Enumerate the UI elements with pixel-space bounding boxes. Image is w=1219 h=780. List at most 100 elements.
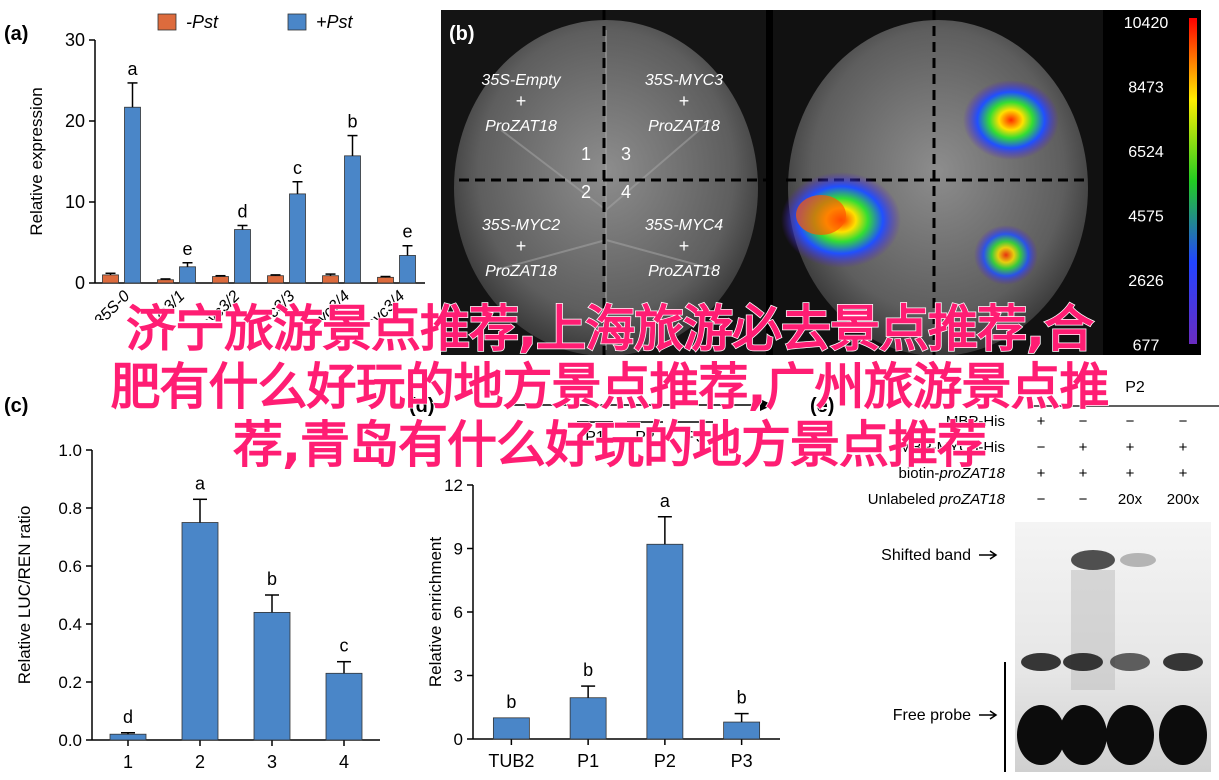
b-quadrant-plus: + xyxy=(516,91,527,111)
b-colorbar-tick: 2626 xyxy=(1128,273,1164,290)
overlay-line-3: 荐,青岛有什么好玩的地方景点推荐 xyxy=(232,415,988,475)
a-significance-letter: e xyxy=(402,222,412,242)
panel-a-label: (a) xyxy=(4,23,28,45)
e-cell: − xyxy=(1126,413,1135,430)
significance-letter: a xyxy=(195,473,206,493)
panel-d-label: (d) xyxy=(409,395,435,417)
e-cell: + xyxy=(1179,465,1188,482)
a-bar xyxy=(102,274,119,284)
b-colorbar-tick: 6524 xyxy=(1128,144,1164,161)
a-bar xyxy=(344,155,361,284)
e-row-label: MBP-His xyxy=(946,413,1005,430)
d-tss-arrow xyxy=(760,399,773,411)
a-bar xyxy=(124,106,141,284)
significance-letter: b xyxy=(737,688,747,708)
e-free-probe-band xyxy=(1059,705,1107,765)
e-row-label: Unlabeled proZAT18 xyxy=(868,491,1006,508)
significance-letter: b xyxy=(506,692,516,712)
b-quadrant-plus: + xyxy=(679,91,690,111)
a-y-tick-label: 30 xyxy=(65,30,85,50)
a-y-tick-label: 20 xyxy=(65,111,85,131)
overlay-line-2: 肥有什么好玩的地方景点推荐,广州旅游景点推 xyxy=(110,357,1111,417)
b-colorbar-tick: 4575 xyxy=(1128,209,1164,226)
e-probe-band xyxy=(1063,653,1103,671)
a-legend-swatch xyxy=(157,13,177,31)
y-tick-label: 0.6 xyxy=(58,557,82,576)
e-free-probe-band xyxy=(1017,705,1065,765)
y-tick-label: 0.0 xyxy=(58,731,82,750)
y-tick-label: 3 xyxy=(454,667,463,686)
b-quadrant-reporter: ProZAT18 xyxy=(648,263,720,280)
b-quadrant-construct: 35S-MYC4 xyxy=(645,217,723,234)
y-tick-label: 0 xyxy=(454,730,463,749)
panel-e-label: (e) xyxy=(810,395,834,417)
e-free-probe-band xyxy=(1159,705,1207,765)
e-row-label: MBP-MYC3-His xyxy=(899,439,1005,456)
x-tick-label: P1 xyxy=(577,751,599,771)
b-quadrant-construct: 35S-MYC3 xyxy=(645,72,723,89)
e-shifted-band-arrow xyxy=(979,550,998,560)
e-cell: − xyxy=(1179,413,1188,430)
d-region-label: P3 xyxy=(685,429,705,446)
y-tick-label: 6 xyxy=(454,603,463,622)
bar xyxy=(325,672,363,741)
e-cell: − xyxy=(1037,439,1046,456)
bar xyxy=(181,522,219,741)
b-colorbar-tick: 10420 xyxy=(1124,15,1169,32)
y-tick-label: 0.4 xyxy=(58,615,82,634)
bar xyxy=(253,611,291,741)
e-cell: 20x xyxy=(1118,491,1143,508)
luminescence-myc3 xyxy=(963,80,1059,160)
b-quadrant-number: 1 xyxy=(581,144,591,164)
luminescence-myc4 xyxy=(974,225,1038,285)
a-bar xyxy=(322,275,339,284)
panel-c-label: (c) xyxy=(4,395,28,417)
a-bar xyxy=(234,229,251,284)
e-cell: + xyxy=(1126,465,1135,482)
overlay-text: 济宁旅游景点推荐,上海旅游必去景点推荐,合 肥有什么好玩的地方景点推荐,广州旅游… xyxy=(0,299,1219,475)
a-bar xyxy=(377,276,394,284)
e-cell: + xyxy=(1079,439,1088,456)
significance-letter: a xyxy=(660,491,671,511)
y-axis-label: Relative enrichment xyxy=(426,537,445,688)
a-bar xyxy=(399,255,416,284)
x-tick-label: 3 xyxy=(267,752,277,772)
bar xyxy=(569,697,607,740)
a-bar xyxy=(157,279,174,284)
a-y-tick-label: 0 xyxy=(75,273,85,293)
shifted-band xyxy=(1071,550,1115,570)
b-colorbar-tick: 8473 xyxy=(1128,80,1164,97)
a-bar xyxy=(179,266,196,284)
a-significance-letter: e xyxy=(182,239,192,259)
panel-b-svg: (b) 35S-Empty + ProZAT18 1 35S-MYC3 + ProZAT18… xyxy=(441,10,1201,356)
y-tick-label: 12 xyxy=(444,476,463,495)
e-cell: + xyxy=(1037,465,1046,482)
a-bar xyxy=(289,193,306,284)
significance-letter: b xyxy=(583,660,593,680)
e-cell: + xyxy=(1079,465,1088,482)
a-significance-letter: c xyxy=(293,158,302,178)
a-legend-label: -Pst xyxy=(186,12,219,32)
a-bar xyxy=(267,275,284,284)
bar xyxy=(109,733,147,741)
y-tick-label: 0.8 xyxy=(58,499,82,518)
x-tick-label: TUB2 xyxy=(488,751,534,771)
b-quadrant-number: 3 xyxy=(621,144,631,164)
significance-letter: c xyxy=(340,636,349,656)
b-quadrant-reporter: ProZAT18 xyxy=(485,263,557,280)
b-quadrant-plus: + xyxy=(516,236,527,256)
d-region-label: P2 xyxy=(635,429,655,446)
b-colorbar-tick: 677 xyxy=(1133,338,1160,355)
x-tick-label: P3 xyxy=(731,751,753,771)
significance-letter: d xyxy=(123,707,133,727)
a-significance-letter: a xyxy=(127,59,138,79)
panel-b-image: (b) 35S-Empty + ProZAT18 1 35S-MYC3 + ProZAT18… xyxy=(441,10,1201,356)
e-cell: − xyxy=(1079,413,1088,430)
e-probe-band xyxy=(1021,653,1061,671)
e-header: P2 xyxy=(1125,379,1145,396)
e-cell: 200x xyxy=(1167,491,1200,508)
e-cell: + xyxy=(1126,439,1135,456)
x-tick-label: 1 xyxy=(123,752,133,772)
panel-b-label: (b) xyxy=(449,23,475,45)
